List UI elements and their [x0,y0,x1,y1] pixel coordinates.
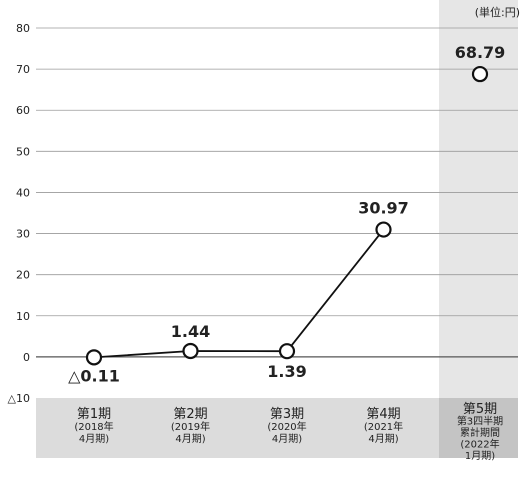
category-label: (2020年 [267,420,306,433]
y-tick-label: 70 [16,63,30,76]
category-label: 4月期) [272,433,302,445]
category-label: (2019年 [171,420,210,433]
category-label: (2022年 [460,438,499,451]
data-point [278,343,296,360]
category-label: 第4期 [366,407,400,422]
data-label: 1.39 [267,362,306,381]
category-axis-band [36,398,518,458]
category-label: 4月期) [79,433,109,445]
category-label: 4月期) [175,433,205,445]
category-label: 4月期) [368,433,398,445]
category-label: 第3期 [270,407,304,422]
y-tick-label: 10 [16,310,30,323]
category-label: 累計期間 [460,426,500,439]
category-label: (2018年 [74,420,113,433]
y-tick-label: 80 [16,22,30,35]
series-line [93,229,385,359]
y-tick-label: 60 [16,104,30,117]
data-point [182,342,199,360]
data-label: 1.44 [171,322,210,341]
data-label: 68.79 [455,43,506,62]
category-label: 第1期 [77,407,111,422]
y-tick-label: 20 [16,269,30,282]
category-label: (2021年 [364,420,403,433]
category-highlight-band [439,398,518,458]
y-tick-label: 30 [16,228,30,241]
data-point [375,221,392,238]
y-tick-label: 40 [16,186,30,199]
category-label: 第5期 [463,402,497,417]
category-label: 第3四半期 [457,415,503,428]
y-tick-label: △10 [8,392,30,405]
data-point [85,349,103,366]
data-label: 30.97 [358,199,409,218]
y-tick-label: 0 [23,351,30,364]
category-label: 第2期 [173,407,207,422]
data-label: △0.11 [68,366,120,385]
unit-label: (単位:円) [475,5,520,19]
category-label: 1月期) [465,450,495,462]
y-tick-label: 50 [16,145,30,158]
data-point [471,65,489,83]
